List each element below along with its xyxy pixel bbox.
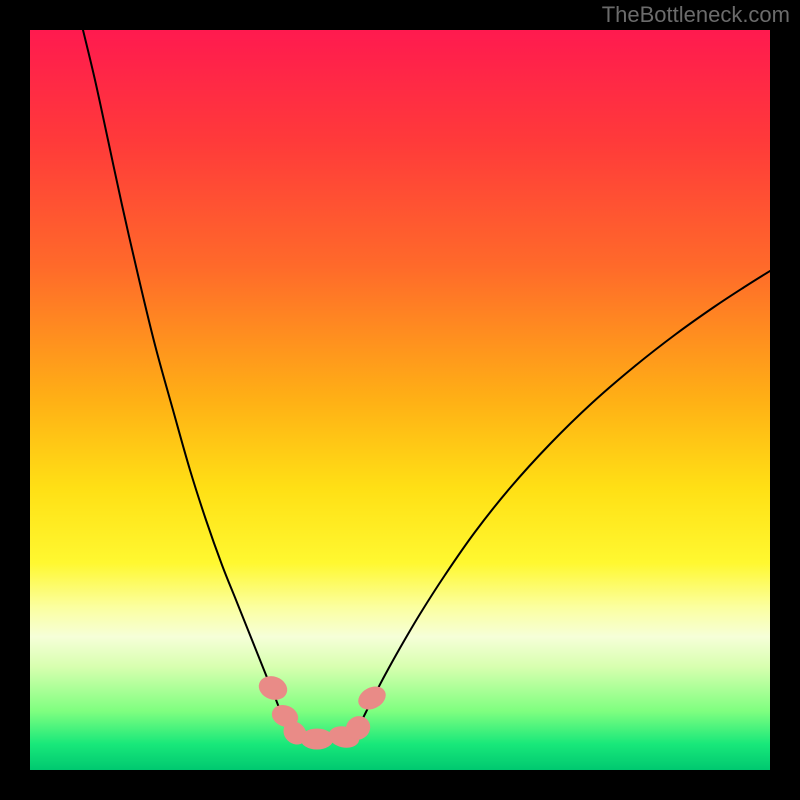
- gradient-background: [30, 30, 770, 770]
- watermark-text: TheBottleneck.com: [602, 2, 790, 28]
- valley-marker: [301, 729, 333, 749]
- chart-container: TheBottleneck.com: [0, 0, 800, 800]
- bottleneck-chart: [0, 0, 800, 800]
